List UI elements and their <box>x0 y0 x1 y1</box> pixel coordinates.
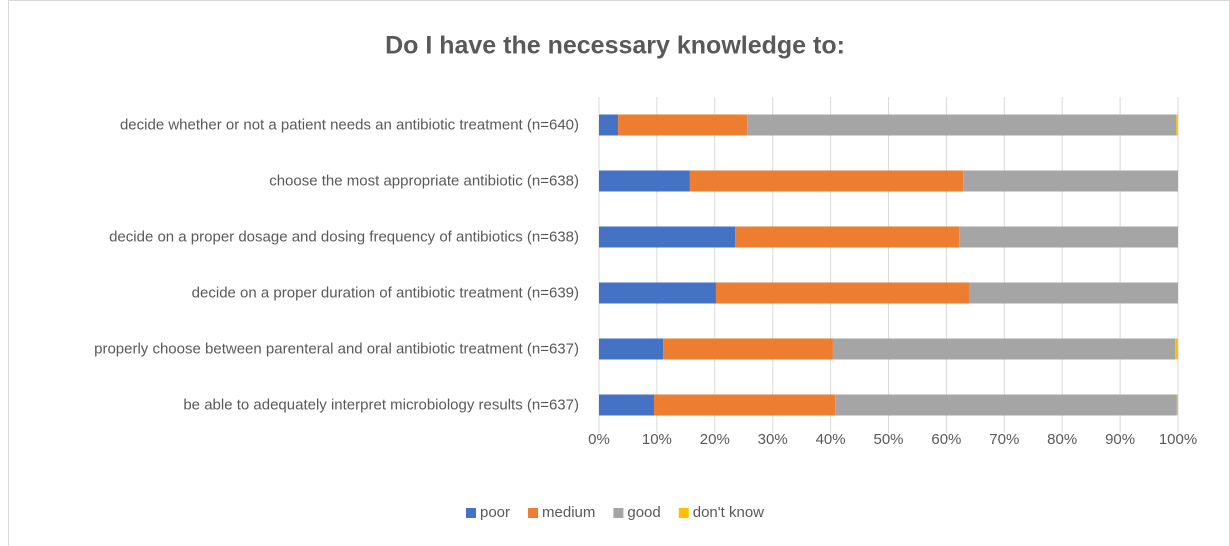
bar-segment <box>968 282 1178 304</box>
bar-segment <box>654 394 836 416</box>
bar-segment <box>663 338 833 360</box>
category-label: decide on a proper dosage and dosing fre… <box>109 228 579 246</box>
x-tick-label: 30% <box>758 431 788 448</box>
bar-segment <box>599 338 664 360</box>
category-label: decide whether or not a patient needs an… <box>119 116 579 134</box>
legend-label: poor <box>480 504 510 521</box>
x-tick-label: 0% <box>588 431 610 448</box>
chart-title: Do I have the necessary knowledge to: <box>385 32 845 60</box>
legend-item: good <box>613 504 661 521</box>
bar-segment <box>835 394 1177 416</box>
legend-item: don't know <box>678 504 764 521</box>
x-tick-label: 60% <box>931 431 961 448</box>
bar-segment <box>599 226 736 248</box>
legend-label: don't know <box>693 504 764 521</box>
bar-segment <box>618 114 748 136</box>
x-tick-label: 20% <box>700 431 730 448</box>
bar-segment <box>1176 114 1178 136</box>
legend-swatch <box>465 508 476 518</box>
bar-segment <box>959 226 1178 248</box>
legend-item: poor <box>465 504 510 521</box>
x-tick-label: 10% <box>642 431 672 448</box>
chart-border <box>8 0 1230 546</box>
category-label: choose the most appropriate antibiotic (… <box>269 172 579 190</box>
legend-item: medium <box>528 504 595 521</box>
category-label: properly choose between parenteral and o… <box>94 340 579 358</box>
bar-segment <box>599 170 690 192</box>
bar-segment <box>599 114 619 136</box>
bar-segment <box>599 282 716 304</box>
bar-segment <box>963 170 1178 192</box>
legend-label: medium <box>542 504 595 521</box>
x-tick-label: 100% <box>1159 431 1197 448</box>
category-label: be able to adequately interpret microbio… <box>183 396 579 414</box>
x-tick-label: 90% <box>1105 431 1135 448</box>
bar-segment <box>735 226 960 248</box>
x-tick-label: 80% <box>1047 431 1077 448</box>
x-tick-label: 40% <box>816 431 846 448</box>
legend-swatch <box>613 508 624 518</box>
legend-swatch <box>528 508 539 518</box>
bar-segment <box>1175 338 1178 360</box>
x-tick-label: 50% <box>873 431 903 448</box>
category-label: decide on a proper duration of antibioti… <box>191 284 579 302</box>
bar-segment <box>832 338 1176 360</box>
bar-segment <box>747 114 1177 136</box>
legend-label: good <box>627 504 660 521</box>
x-tick-label: 70% <box>989 431 1019 448</box>
bar-segment <box>689 170 964 192</box>
legend-swatch <box>678 508 689 518</box>
bar-segment <box>1176 394 1178 416</box>
bar-segment <box>599 394 655 416</box>
bar-segment <box>715 282 969 304</box>
